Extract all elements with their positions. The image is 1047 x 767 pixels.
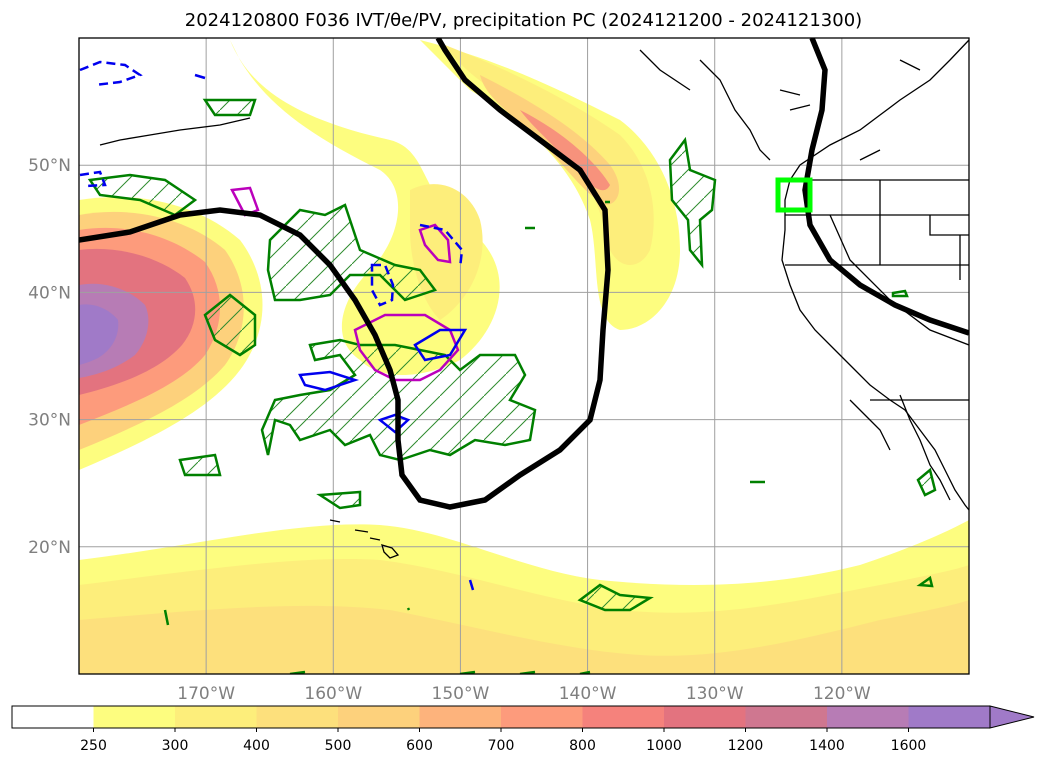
colorbar-segment [664, 706, 746, 728]
map-area [79, 38, 969, 674]
lon-tick-label: 130°W [686, 684, 744, 704]
colorbar-segment [175, 706, 257, 728]
lon-tick-label: 170°W [177, 684, 235, 704]
lat-tick-label: 50°N [28, 156, 71, 176]
map-title: 2024120800 F036 IVT/θe/PV, precipitation… [184, 10, 863, 31]
longitude-labels: 170°W 160°W 150°W 140°W 130°W 120°W [177, 684, 871, 704]
lat-tick-label: 20°N [28, 538, 71, 558]
colorbar-tick-label: 300 [162, 738, 189, 754]
highlight-box [775, 177, 813, 213]
latitude-labels: 50°N 40°N 30°N 20°N [28, 156, 71, 558]
colorbar-tick-label: 1200 [728, 738, 764, 754]
lon-tick-label: 150°W [432, 684, 490, 704]
colorbar-tick-label: 500 [325, 738, 352, 754]
colorbar-segment [501, 706, 583, 728]
colorbar-tick-label: 250 [80, 738, 107, 754]
lon-tick-label: 160°W [304, 684, 362, 704]
graticule [79, 38, 969, 674]
colorbar-tick-label: 1400 [809, 738, 845, 754]
colorbar-tick-label: 700 [488, 738, 515, 754]
colorbar-segment [93, 706, 176, 728]
coastlines [99, 39, 969, 559]
colorbar-tick-label: 1600 [891, 738, 927, 754]
lon-tick-label: 120°W [813, 684, 871, 704]
colorbar-segment [338, 706, 420, 728]
pv-contours [79, 60, 475, 591]
colorbar-segment [419, 706, 502, 728]
colorbar-tick-label: 800 [569, 738, 596, 754]
lat-tick-label: 30°N [28, 411, 71, 431]
colorbar-extend-arrow [989, 705, 1035, 729]
colorbar-tick-label: 400 [243, 738, 270, 754]
map-frame [78, 37, 970, 675]
colorbar-segment [908, 706, 991, 728]
colorbar-tick-label: 1000 [646, 738, 682, 754]
theta-e-contour [79, 38, 969, 510]
colorbar-segment [256, 706, 339, 728]
lon-tick-label: 140°W [559, 684, 617, 704]
colorbar-segment [745, 706, 828, 728]
lat-tick-label: 40°N [28, 283, 71, 303]
colorbar-segment [582, 706, 665, 728]
colorbar-tick-label: 600 [406, 738, 433, 754]
colorbar-segment [827, 706, 909, 728]
colorbar: 250 300 400 500 600 700 800 1000 1200 1400 1600 [11, 705, 1035, 754]
colorbar-segment [12, 706, 94, 728]
